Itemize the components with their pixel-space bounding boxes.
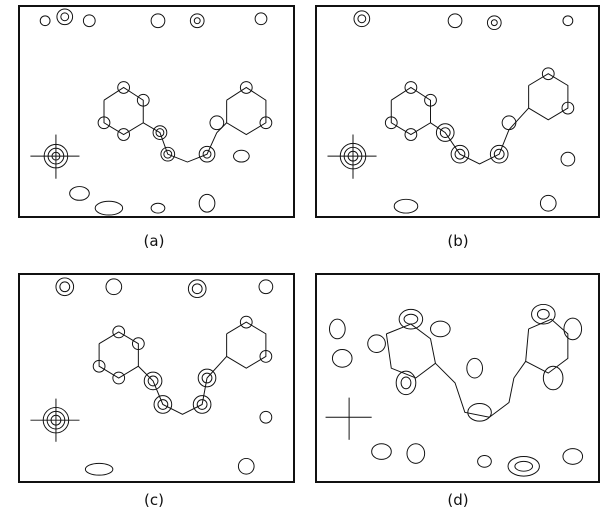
contour-map-a: [30, 8, 273, 216]
caption-a: (a): [143, 232, 165, 250]
molecule-skeleton-d: [325, 318, 569, 440]
contours-c: [42, 277, 274, 476]
caption-b: (b): [447, 232, 469, 250]
contour-panel-d: [315, 273, 600, 483]
contours-a: [39, 8, 273, 216]
contour-map-b: [327, 10, 576, 214]
contour-panel-a: [18, 5, 295, 218]
molecule-skeleton-a: [30, 86, 267, 179]
caption-d: (d): [447, 491, 469, 509]
contours-b: [339, 10, 576, 214]
caption-c: (c): [144, 491, 164, 509]
contours-d: [328, 303, 584, 477]
contour-map-d: [325, 303, 584, 477]
molecule-skeleton-b: [327, 73, 569, 179]
contour-panel-b: [315, 5, 600, 218]
contour-panel-c: [18, 273, 295, 483]
contour-map-c: [30, 277, 274, 476]
